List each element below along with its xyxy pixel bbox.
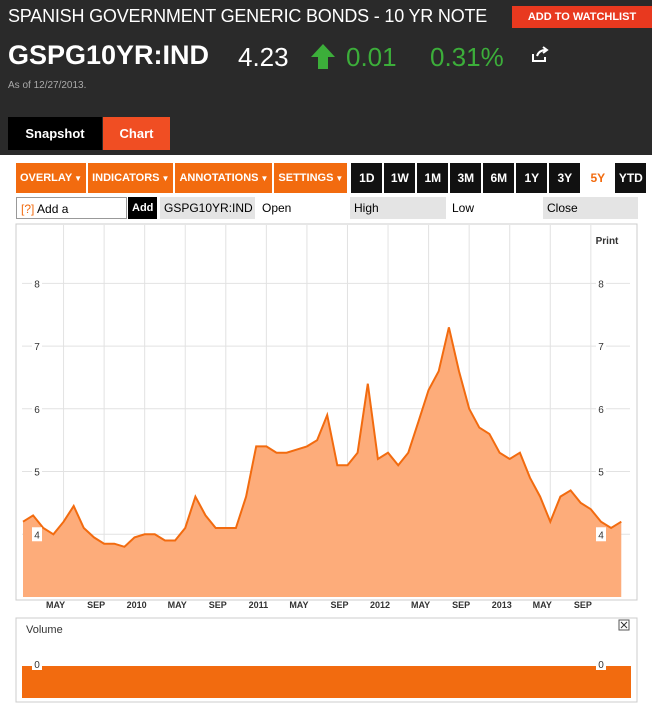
comparison-input[interactable]: [?] Add a Comparison: [16, 197, 127, 238]
column-header: Open: [258, 197, 350, 219]
toolbar: OVERLAY INDICATORS ANNOTATIONS SETTINGS …: [16, 163, 647, 193]
x-tick-label: 2013: [492, 600, 512, 610]
y-tick-label: 7: [34, 342, 40, 353]
print-link[interactable]: Print: [596, 236, 619, 247]
tick-label-bg: [32, 401, 42, 416]
x-tick-label: MAY: [168, 600, 187, 610]
y2-tick-label: 0: [598, 660, 604, 671]
y-tick-label: 5: [34, 468, 40, 479]
tab[interactable]: Snapshot: [8, 117, 102, 150]
comparison-bar: [?] Add a Comparison Add GSPG10YR:IND Op…: [16, 197, 638, 238]
volume-title: Volume: [26, 624, 63, 636]
range-button[interactable]: 3Y: [549, 163, 581, 193]
ticker: GSPG10YR:IND: [8, 40, 210, 70]
tick-label-bg: [596, 527, 606, 542]
range-button[interactable]: 3M: [450, 163, 482, 193]
range-button[interactable]: 5Y: [582, 163, 614, 193]
tick-label-bg: [32, 276, 42, 291]
close-icon[interactable]: [618, 619, 630, 631]
tick-label-bg: [596, 658, 606, 670]
range-button[interactable]: 1M: [417, 163, 449, 193]
tick-label-bg: [596, 276, 606, 291]
watchlist-button[interactable]: ADD TO WATCHLIST: [512, 6, 652, 28]
y-tick-label: 4: [34, 530, 40, 541]
tick-label-bg: [32, 464, 42, 479]
range-button[interactable]: 1D: [351, 163, 383, 193]
price: 4.23: [238, 42, 289, 72]
range-button[interactable]: 1Y: [516, 163, 548, 193]
x-tick-label: SEP: [574, 600, 592, 610]
x-tick-label: 2012: [370, 600, 390, 610]
tick-label-bg: [596, 339, 606, 354]
add-button[interactable]: Add: [128, 197, 157, 219]
y-tick-label: 6: [34, 405, 40, 416]
menu-button[interactable]: SETTINGS: [274, 163, 348, 193]
y2-tick-label: 8: [598, 279, 604, 290]
share-icon[interactable]: [530, 46, 550, 64]
change-percent: 0.31%: [430, 42, 504, 72]
menu-button[interactable]: INDICATORS: [88, 163, 174, 193]
y2-tick-label: 5: [598, 468, 604, 479]
header: SPANISH GOVERNMENT GENERIC BONDS - 10 YR…: [0, 0, 652, 155]
up-arrow: [311, 44, 335, 69]
x-tick-label: 2011: [249, 600, 269, 610]
y-tick-label: 0: [34, 660, 40, 671]
volume-area: [22, 666, 631, 698]
title: SPANISH GOVERNMENT GENERIC BONDS - 10 YR…: [8, 6, 488, 26]
range-button[interactable]: 1W: [384, 163, 416, 193]
change: 0.01: [346, 42, 397, 72]
y-tick-label: 8: [34, 279, 40, 290]
x-tick-label: MAY: [46, 600, 65, 610]
tick-label-bg: [32, 339, 42, 354]
x-tick-label: SEP: [87, 600, 105, 610]
tick-label-bg: [32, 658, 42, 670]
range-button[interactable]: 6M: [483, 163, 515, 193]
column-header: High: [350, 197, 446, 219]
y2-tick-label: 7: [598, 342, 604, 353]
tab[interactable]: Chart: [103, 117, 170, 150]
x-tick-label: MAY: [411, 600, 430, 610]
tick-label-bg: [596, 464, 606, 479]
x-tick-label: MAY: [289, 600, 308, 610]
y2-tick-label: 6: [598, 405, 604, 416]
area: [23, 327, 622, 597]
line: [22, 327, 622, 548]
x-tick-label: 2010: [127, 600, 147, 610]
menu-button[interactable]: ANNOTATIONS: [175, 163, 273, 193]
column-header: Close: [543, 197, 638, 219]
chart: Print Volume 4 4 5 5 6 6 7 7 8 8 MAY SEP 2010 MAY SEP 2…: [15, 223, 638, 703]
column-header: Low: [448, 197, 541, 219]
as-of-date: As of 12/27/2013.: [8, 80, 87, 91]
y2-tick-label: 4: [598, 530, 604, 541]
help-icon[interactable]: [?]: [21, 202, 35, 216]
tick-label-bg: [596, 401, 606, 416]
symbol: GSPG10YR:IND: [160, 197, 255, 219]
range-button[interactable]: YTD: [615, 163, 647, 193]
x-tick-label: SEP: [209, 600, 227, 610]
tick-label-bg: [32, 527, 42, 542]
x-tick-label: SEP: [330, 600, 348, 610]
menu-button[interactable]: OVERLAY: [16, 163, 87, 193]
x-tick-label: MAY: [533, 600, 552, 610]
x-tick-label: SEP: [452, 600, 470, 610]
